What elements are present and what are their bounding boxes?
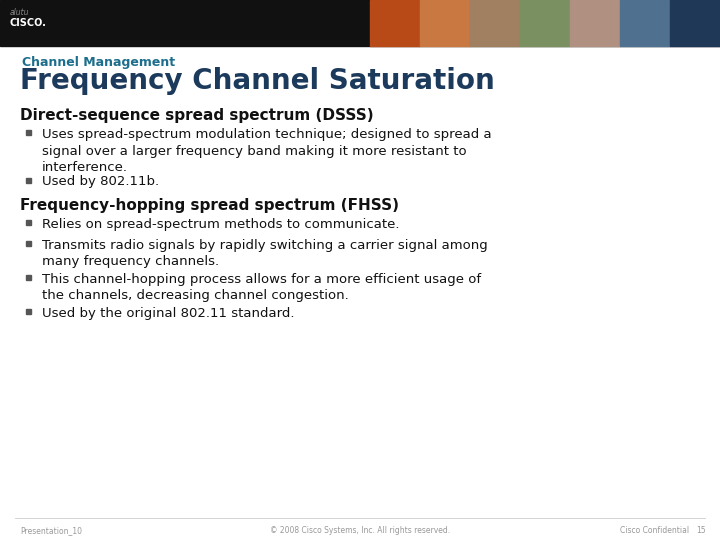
- Text: Transmits radio signals by rapidly switching a carrier signal among
many frequen: Transmits radio signals by rapidly switc…: [42, 239, 487, 268]
- Text: alutu: alutu: [10, 8, 30, 17]
- Text: © 2008 Cisco Systems, Inc. All rights reserved.: © 2008 Cisco Systems, Inc. All rights re…: [270, 526, 450, 535]
- Bar: [475, 5, 515, 41]
- Text: 15: 15: [696, 526, 706, 535]
- Bar: [675, 5, 715, 41]
- Bar: [26, 130, 31, 135]
- Text: Channel Management: Channel Management: [22, 56, 175, 69]
- Text: Frequency-hopping spread spectrum (FHSS): Frequency-hopping spread spectrum (FHSS): [20, 198, 399, 213]
- Text: Direct-sequence spread spectrum (DSSS): Direct-sequence spread spectrum (DSSS): [20, 108, 374, 123]
- Bar: [26, 240, 31, 246]
- Text: This channel-hopping process allows for a more efficient usage of
the channels, : This channel-hopping process allows for …: [42, 273, 481, 302]
- Text: Used by the original 802.11 standard.: Used by the original 802.11 standard.: [42, 307, 294, 320]
- Bar: [420, 0, 470, 46]
- Bar: [26, 178, 31, 183]
- Text: Used by 802.11b.: Used by 802.11b.: [42, 176, 159, 188]
- Text: Uses spread-spectrum modulation technique; designed to spread a
signal over a la: Uses spread-spectrum modulation techniqu…: [42, 128, 492, 174]
- Bar: [370, 0, 420, 46]
- Text: Relies on spread-spectrum methods to communicate.: Relies on spread-spectrum methods to com…: [42, 218, 400, 231]
- Text: Cisco Confidential: Cisco Confidential: [620, 526, 689, 535]
- Bar: [520, 0, 570, 46]
- Bar: [26, 274, 31, 280]
- Text: Frequency Channel Saturation: Frequency Channel Saturation: [20, 67, 495, 95]
- Bar: [575, 5, 615, 41]
- Bar: [470, 0, 520, 46]
- Bar: [26, 220, 31, 225]
- Bar: [620, 0, 670, 46]
- Bar: [0, 0, 720, 46]
- Text: CISCO.: CISCO.: [10, 18, 47, 28]
- Text: Presentation_10: Presentation_10: [20, 526, 82, 535]
- Bar: [570, 0, 620, 46]
- Bar: [670, 0, 720, 46]
- Bar: [375, 5, 415, 41]
- Bar: [26, 308, 31, 314]
